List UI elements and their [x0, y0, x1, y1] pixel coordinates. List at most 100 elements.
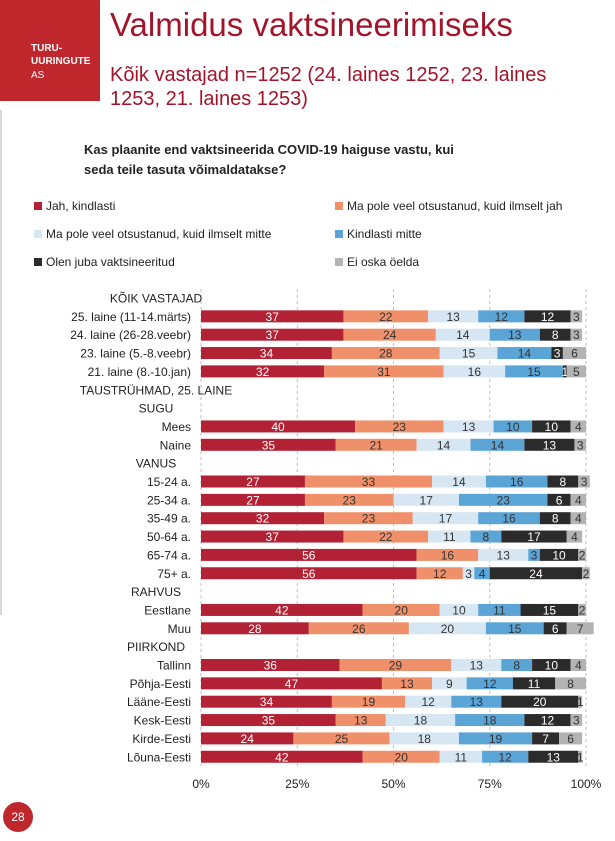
data-label: 25 — [335, 732, 349, 746]
row-label: 25-34 a. — [147, 493, 191, 507]
data-label: 12 — [483, 677, 497, 691]
bar-segment — [566, 530, 583, 543]
bar-segment — [562, 365, 567, 378]
bar-segment — [532, 659, 571, 671]
bar-segment — [201, 493, 305, 506]
data-label: 56 — [302, 548, 316, 562]
bar-segment — [501, 695, 579, 708]
data-label: 23 — [343, 493, 357, 507]
data-label: 16 — [468, 365, 482, 379]
bar-segment — [555, 677, 586, 690]
data-label: 14 — [437, 438, 451, 452]
legend-item-definitely-not: Kindlasti mitte — [335, 227, 422, 241]
legend-item-dont-know: Ei oska öelda — [335, 255, 419, 269]
row-label: Põhja-Eesti — [130, 677, 191, 691]
bar-segment — [570, 328, 583, 341]
bar-segment — [331, 695, 406, 708]
bar-segment — [201, 475, 305, 488]
data-label: 18 — [483, 714, 497, 728]
bar-segment — [343, 328, 436, 341]
bar-segment — [570, 310, 583, 323]
bar-segment — [201, 659, 340, 671]
group-header-label: KÕIK VASTAJAD — [110, 291, 203, 306]
bar-segment — [562, 347, 586, 360]
data-label: 1 — [561, 365, 568, 379]
bar-segment — [201, 567, 417, 580]
data-label: 12 — [421, 695, 435, 709]
data-label: 29 — [389, 659, 403, 673]
data-label: 16 — [441, 548, 455, 562]
bar-segment — [551, 347, 563, 360]
bar-segment — [539, 548, 579, 561]
bar-segment — [470, 530, 502, 543]
legend-swatch — [34, 229, 42, 238]
data-label: 23 — [497, 493, 511, 507]
bar-segment — [570, 512, 586, 525]
bar-segment — [362, 603, 440, 616]
bar-segment — [335, 438, 417, 451]
data-label: 27 — [246, 475, 260, 489]
legend-item-probably-yes: Ma pole veel otsustanud, kuid ilmselt ja… — [335, 199, 562, 213]
data-label: 4 — [575, 512, 582, 526]
data-label: 10 — [552, 548, 566, 562]
bar-segment — [435, 328, 490, 341]
group-header-label: PIIRKOND — [127, 640, 185, 654]
bar-segment — [497, 347, 552, 360]
bar-segment — [201, 603, 363, 616]
data-label: 13 — [543, 438, 557, 452]
bar-segment — [339, 659, 452, 671]
bar-segment — [528, 548, 540, 561]
bar-segment — [308, 622, 409, 635]
data-label: 11 — [528, 677, 541, 691]
row-label: 24. laine (26-28.veebr) — [70, 328, 191, 342]
row-label: Lääne-Eesti — [127, 695, 191, 709]
chart-question: Kas plaanite end vaktsineerida COVID-19 … — [84, 142, 454, 177]
data-label: 16 — [510, 475, 524, 489]
bar-segment — [335, 714, 386, 727]
data-label: 11 — [443, 530, 456, 544]
data-label: 3 — [573, 328, 580, 342]
bar-segment — [482, 750, 529, 763]
left-divider-line — [0, 110, 2, 615]
data-label: 15 — [527, 365, 541, 379]
bar-segment — [485, 622, 544, 635]
row-label: 15-24 a. — [147, 475, 191, 489]
data-label: 24 — [383, 328, 397, 342]
row-label: 75+ a. — [157, 567, 191, 581]
bar-segment — [578, 695, 583, 708]
x-tick-label: 100% — [571, 777, 602, 791]
bar-segment — [524, 438, 575, 451]
x-tick-label: 50% — [381, 777, 405, 791]
bar-segment — [408, 622, 486, 635]
data-label: 15 — [543, 603, 557, 617]
bar-segment — [489, 328, 540, 341]
bar-segment — [362, 750, 440, 763]
bar-segment — [201, 365, 325, 378]
data-label: 4 — [575, 493, 582, 507]
data-label: 14 — [491, 438, 505, 452]
data-label: 34 — [260, 347, 274, 361]
bar-segment — [389, 732, 459, 745]
data-label: 13 — [446, 310, 460, 324]
data-label: 17 — [420, 493, 434, 507]
bar-segment — [493, 420, 533, 433]
data-label: 42 — [275, 750, 289, 764]
data-label: 8 — [567, 677, 574, 691]
data-label: 24 — [529, 567, 543, 581]
bar-segment — [432, 677, 467, 690]
data-label: 2 — [583, 567, 590, 581]
bar-segment — [524, 714, 571, 727]
bar-segment — [566, 365, 586, 378]
data-label: 12 — [541, 714, 555, 728]
bar-segment — [331, 347, 440, 360]
x-tick-label: 75% — [478, 777, 502, 791]
bar-segment — [324, 512, 413, 525]
data-label: 14 — [456, 328, 470, 342]
bar-segment — [405, 695, 452, 708]
row-label: Kirde-Eesti — [132, 732, 191, 746]
data-label: 35 — [262, 714, 276, 728]
bar-segment — [578, 750, 583, 763]
data-label: 8 — [552, 512, 559, 526]
data-label: 42 — [275, 603, 289, 617]
bar-segment — [381, 677, 432, 690]
